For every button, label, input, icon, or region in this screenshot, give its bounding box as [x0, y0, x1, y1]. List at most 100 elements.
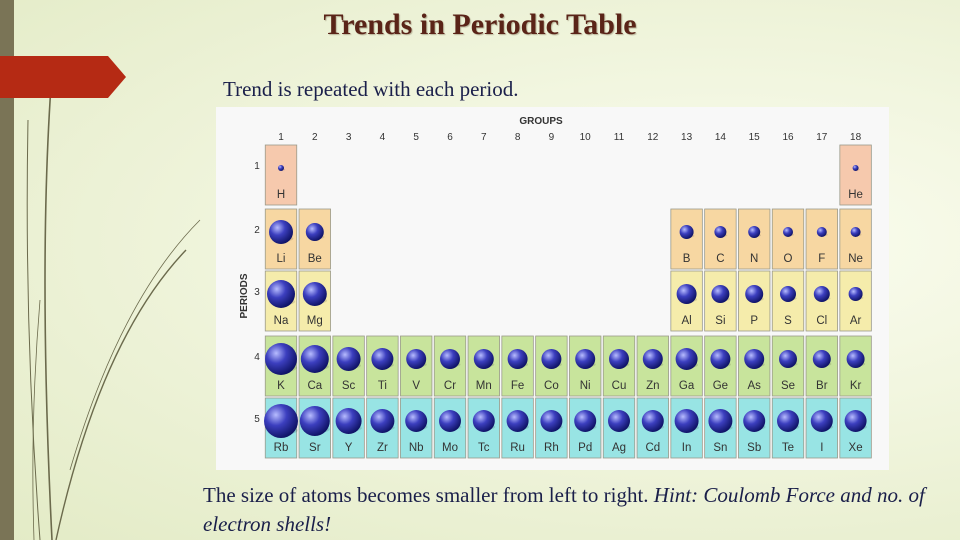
atom-sphere: [777, 410, 799, 432]
atom-sphere: [641, 410, 664, 432]
period-number: 3: [254, 287, 260, 298]
atom-sphere: [783, 227, 793, 237]
element-cell-v: V: [400, 335, 433, 397]
element-symbol: Fe: [511, 380, 524, 392]
atom-sphere: [848, 287, 863, 301]
atom-sphere: [743, 410, 766, 432]
atom-sphere: [472, 410, 495, 432]
element-symbol: S: [784, 315, 792, 327]
element-cell-kr: Kr: [839, 335, 872, 397]
atom-sphere: [813, 286, 830, 302]
atom-sphere: [844, 410, 867, 432]
element-symbol: In: [682, 442, 692, 454]
element-symbol: Co: [544, 380, 559, 392]
group-number: 13: [681, 132, 693, 143]
atom-sphere: [711, 285, 730, 303]
element-symbol: Cd: [645, 442, 660, 454]
group-number: 12: [647, 132, 659, 143]
atom-sphere: [575, 349, 596, 369]
element-cell-rh: Rh: [535, 397, 568, 459]
element-symbol: Br: [816, 380, 828, 392]
atom-sphere: [302, 282, 327, 306]
atom-sphere: [440, 349, 460, 369]
atom-sphere: [299, 406, 330, 436]
element-symbol: Mg: [307, 315, 323, 327]
element-cell-bg: [704, 208, 737, 270]
element-symbol: Te: [782, 442, 794, 454]
element-cell-o: O: [771, 208, 805, 270]
element-cell-rb: Rb: [264, 397, 298, 459]
element-cell-c: C: [704, 208, 737, 270]
element-symbol: Na: [274, 315, 289, 327]
element-symbol: Se: [781, 380, 795, 392]
element-symbol: Pd: [578, 442, 592, 454]
element-symbol: B: [683, 253, 691, 265]
atom-sphere: [852, 165, 859, 171]
element-symbol: Y: [345, 442, 353, 454]
element-cell-sr: Sr: [298, 397, 331, 459]
element-symbol: Rh: [544, 442, 559, 454]
element-cell-y: Y: [332, 397, 365, 459]
element-cell-ti: Ti: [366, 335, 399, 397]
atom-sphere: [674, 409, 699, 433]
atomic-radius-diagram: GROUPS PERIODS 1 2 3 4 5 6 7 8 9 10 11 12 13 14 15 16 17…: [239, 116, 872, 459]
element-symbol: Ru: [510, 442, 525, 454]
caption-hint: Hint: Coulomb Force and no. of electron …: [203, 483, 925, 536]
atom-sphere: [265, 343, 297, 375]
group-number: 14: [715, 132, 727, 143]
atom-sphere: [642, 349, 663, 369]
element-cell-bg: [501, 397, 534, 459]
element-cell-bg: [805, 208, 838, 270]
element-cell-ge: Ge: [704, 335, 737, 397]
group-number: 4: [380, 132, 386, 143]
element-symbol: Al: [681, 315, 691, 327]
element-cell-p: P: [738, 270, 771, 332]
atom-sphere: [744, 349, 765, 369]
element-symbol: I: [820, 442, 823, 454]
periodic-table-figure: GROUPS PERIODS 1 2 3 4 5 6 7 8 9 10 11 12 13 14 15 16 17…: [216, 107, 889, 470]
element-symbol: Ti: [378, 380, 387, 392]
element-symbol: Sn: [713, 442, 727, 454]
atom-sphere: [812, 350, 831, 368]
atom-sphere: [278, 165, 284, 171]
element-cell-si: Si: [704, 270, 737, 332]
element-cell-bg: [704, 397, 737, 459]
caption-text: The size of atoms becomes smaller from l…: [203, 483, 654, 507]
atom-sphere: [676, 284, 697, 304]
atom-sphere: [574, 410, 597, 432]
element-cell-ne: Ne: [839, 208, 872, 270]
atom-sphere: [264, 404, 298, 438]
atom-sphere: [714, 226, 727, 238]
element-cell-li: Li: [264, 208, 298, 270]
element-symbol: Cr: [444, 380, 456, 392]
element-cell-al: Al: [670, 270, 703, 332]
period-number: 1: [254, 161, 260, 172]
element-cell-zr: Zr: [366, 397, 399, 459]
element-symbol: Tc: [478, 442, 490, 454]
atom-sphere: [816, 227, 827, 237]
element-cell-i: I: [805, 397, 838, 459]
atom-sphere: [335, 408, 362, 434]
element-symbol: P: [750, 315, 758, 327]
element-cell-ni: Ni: [569, 335, 602, 397]
element-cell-bg: [771, 208, 805, 270]
element-cell-ar: Ar: [839, 270, 872, 332]
element-cell-cu: Cu: [602, 335, 636, 397]
atom-sphere: [779, 350, 797, 368]
element-cell-sn: Sn: [704, 397, 737, 459]
period-number: 5: [254, 414, 260, 425]
element-symbol: N: [750, 253, 758, 265]
element-symbol: Kr: [850, 380, 862, 392]
slide-subtitle: Trend is repeated with each period.: [223, 77, 519, 101]
element-cell-mg: Mg: [298, 270, 331, 332]
group-number: 8: [515, 132, 521, 143]
element-cell-mn: Mn: [467, 335, 500, 397]
element-symbol: Ni: [580, 380, 591, 392]
periods-label: PERIODS: [239, 273, 250, 318]
atom-sphere: [305, 223, 324, 241]
element-symbol: As: [747, 380, 761, 392]
element-cell-fe: Fe: [501, 335, 534, 397]
element-cell-xe: Xe: [839, 397, 872, 459]
slide-caption: The size of atoms becomes smaller from l…: [203, 481, 943, 539]
element-cell-bg: [839, 208, 872, 270]
